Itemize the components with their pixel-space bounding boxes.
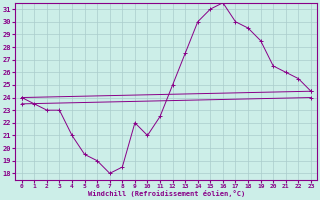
X-axis label: Windchill (Refroidissement éolien,°C): Windchill (Refroidissement éolien,°C) <box>88 190 245 197</box>
